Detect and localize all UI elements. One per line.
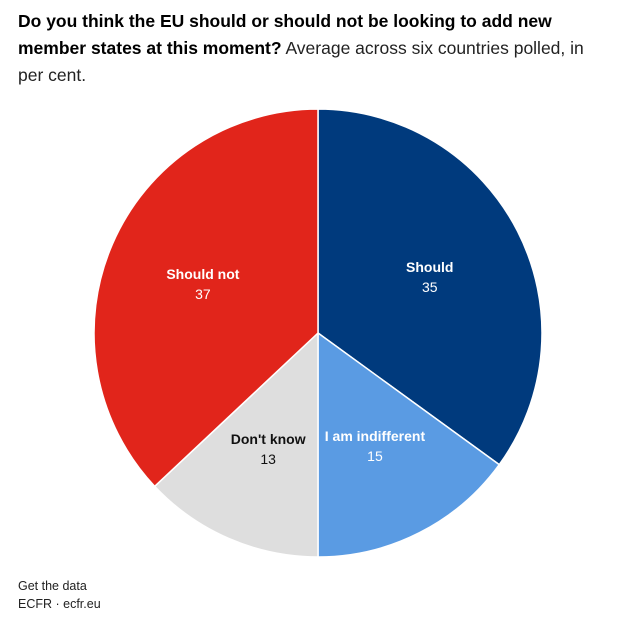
slice-value-should-not: 37 (195, 286, 211, 302)
slice-value-should: 35 (422, 279, 438, 295)
pie-slice-don-t-know (153, 332, 319, 558)
slice-label-should-not: Should not (166, 266, 239, 282)
slice-label-should: Should (406, 259, 453, 275)
pie-slices (93, 108, 543, 558)
footer: Get the data ECFR · ecfr.eu (18, 577, 101, 613)
slice-value-don-t-know: 13 (260, 451, 276, 467)
source-credit: ECFR · ecfr.eu (18, 597, 101, 611)
slice-value-i-am-indifferent: 15 (367, 448, 383, 464)
chart-subtitle: Average across six countries polled, in … (18, 38, 584, 85)
chart-title: Do you think the EU should or should not… (18, 11, 552, 58)
pie-slice-should (317, 108, 543, 466)
pie-labels: Should 35 I am indifferent 15 Don't know 13 Sh… (166, 259, 453, 467)
slice-label-i-am-indifferent: I am indifferent (325, 428, 426, 444)
chart-title-block: Do you think the EU should or should not… (18, 8, 603, 89)
pie-slice-i-am-indifferent (317, 332, 500, 558)
pie-slice-should-not (93, 108, 319, 488)
slice-label-don-t-know: Don't know (231, 431, 306, 447)
get-data-link[interactable]: Get the data (18, 579, 87, 593)
